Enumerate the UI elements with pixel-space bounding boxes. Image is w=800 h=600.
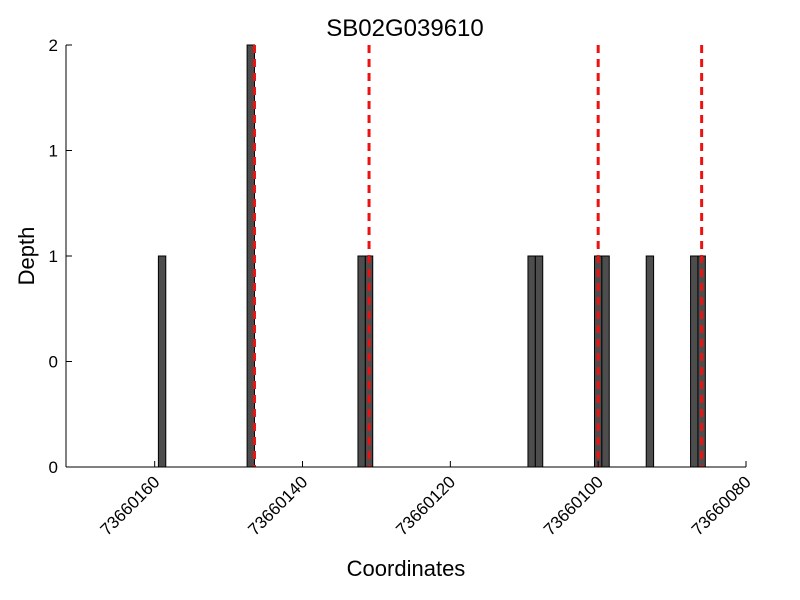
depth-bar (601, 255, 610, 468)
x-tick-label: 73660140 (244, 472, 311, 539)
y-axis-title: Depth (14, 227, 39, 286)
x-tick-label: 73660120 (392, 472, 459, 539)
depth-bar (690, 255, 699, 468)
markers-layer (252, 45, 704, 467)
depth-bar (645, 255, 655, 468)
x-tick-label: 73660080 (688, 472, 755, 539)
y-tick-label: 1 (49, 247, 58, 266)
x-tick-label: 73660100 (540, 472, 607, 539)
y-tick-label: 0 (49, 353, 58, 372)
depth-bar (534, 255, 544, 468)
y-tick-label: 2 (49, 36, 58, 55)
y-tick-label: 1 (49, 142, 58, 161)
depth-bar (357, 255, 366, 468)
x-tick-label: 73660160 (97, 472, 164, 539)
depth-bar (157, 255, 167, 468)
depth-bar (527, 255, 536, 468)
x-axis-title: Coordinates (347, 556, 466, 581)
y-tick-label: 0 (49, 458, 58, 477)
bars-layer (157, 44, 706, 468)
chart-title: SB02G039610 (326, 15, 483, 42)
